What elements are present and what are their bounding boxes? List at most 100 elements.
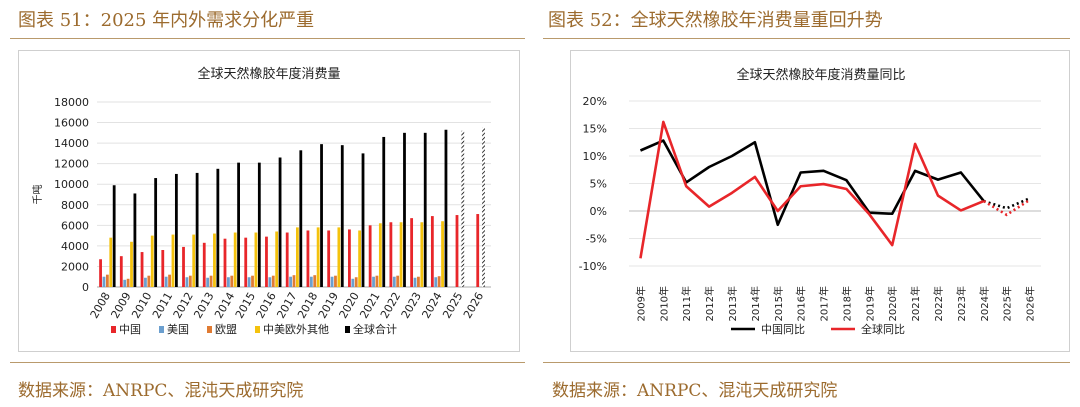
bar-中美欧外其他 xyxy=(192,234,196,287)
chart-title: 全球天然橡胶年度消费量 xyxy=(197,66,340,82)
y-tick-label: 10000 xyxy=(54,178,89,191)
y-tick-label: 4000 xyxy=(61,240,89,253)
x-tick-label: 2019 xyxy=(316,290,341,321)
bar-欧盟 xyxy=(251,275,254,287)
y-tick-label: 16000 xyxy=(54,117,89,130)
bar-欧盟 xyxy=(271,275,275,287)
x-tick-label: 2016 xyxy=(254,290,279,321)
bar-全球合计 xyxy=(320,144,323,287)
bar-中美欧外其他 xyxy=(399,222,403,287)
bar-中国 xyxy=(306,230,310,287)
bar-全球合计 xyxy=(112,185,116,287)
bar-中美欧外其他 xyxy=(171,234,175,287)
legend-swatch-欧盟 xyxy=(207,326,212,333)
x-tick-label: 2012年 xyxy=(703,286,716,321)
legend-label: 全球同比 xyxy=(861,322,905,336)
left-source: 数据来源：ANRPC、混沌天成研究院 xyxy=(18,381,304,401)
bar-中国 xyxy=(430,216,434,287)
x-tick-label: 2012 xyxy=(171,290,196,321)
x-tick-label: 2026年 xyxy=(1024,286,1037,321)
y-axis-label: 千吨 xyxy=(31,185,44,205)
bar-全球合计 xyxy=(133,193,137,287)
bar-中国 xyxy=(119,256,123,287)
y-tick-label: 20% xyxy=(583,95,607,108)
x-tick-label: 2026 xyxy=(461,290,486,321)
legend-label: 中美欧外其他 xyxy=(263,323,329,336)
bar-欧盟 xyxy=(188,275,192,287)
chart-title: 全球天然橡胶年度消费量同比 xyxy=(736,67,905,83)
yoy-line-chart: 全球天然橡胶年度消费量同比 -10% -5% 0% 5% 10% 15% 20% 2009年 20… xyxy=(579,67,1041,336)
bar-美国 xyxy=(309,276,313,287)
bar-中美欧外其他 xyxy=(378,223,382,287)
bar-欧盟 xyxy=(354,277,358,287)
x-tick-label: 2021 xyxy=(357,290,382,321)
bar-欧盟 xyxy=(417,276,420,287)
right-source: 数据来源：ANRPC、混沌天成研究院 xyxy=(552,381,838,401)
bar-中美欧外其他 xyxy=(233,232,237,287)
x-tick-label: 2024 xyxy=(419,290,444,321)
bar-美国 xyxy=(330,276,334,287)
y-tick-label: -5% xyxy=(586,233,607,246)
bar-美国 xyxy=(102,276,106,287)
y-tick-label: 6000 xyxy=(61,219,89,232)
bar-美国 xyxy=(392,276,396,287)
x-tick-label: 2017 xyxy=(274,290,299,321)
bar-中国 xyxy=(265,236,268,287)
y-tick-label: 12000 xyxy=(54,158,89,171)
x-tick-label: 2018 xyxy=(295,290,320,321)
x-tick-label: 2015年 xyxy=(772,286,785,321)
x-tick-label: 2016年 xyxy=(795,286,808,321)
bar-欧盟 xyxy=(147,275,151,287)
bar-中美欧外其他 xyxy=(213,233,216,287)
bar-美国 xyxy=(247,277,251,287)
bar-中国 xyxy=(410,218,414,287)
legend-label: 欧盟 xyxy=(215,323,237,336)
bar-全球合计 xyxy=(382,136,386,287)
x-tick-label: 2020年 xyxy=(886,286,899,321)
x-tick-label: 2014 xyxy=(212,290,237,321)
bar-中美欧外其他 xyxy=(254,232,258,287)
x-tick-label: 2017年 xyxy=(818,286,831,321)
legend-label: 中国同比 xyxy=(761,323,805,336)
bar-欧盟 xyxy=(437,276,441,287)
y-tick-label: 15% xyxy=(583,123,607,136)
x-tick-label: 2011 xyxy=(150,290,175,321)
right-chart-panel: 全球天然橡胶年度消费量同比 -10% -5% 0% 5% 10% 15% 20% 2009年 20… xyxy=(570,50,1070,352)
bar-美国 xyxy=(372,276,375,287)
bar-中美欧外其他 xyxy=(150,235,154,287)
legend-label: 中国 xyxy=(119,323,141,336)
bar-全球合计 xyxy=(299,150,303,287)
bar-中国 xyxy=(348,229,351,287)
legend-label: 全球合计 xyxy=(353,322,397,336)
bar-全球合计 xyxy=(423,132,427,287)
bar-中国 xyxy=(140,252,144,287)
right-figure-title: 图表 52：全球天然橡胶年消费量重回升势 xyxy=(548,10,883,31)
bar-中美欧外其他 xyxy=(337,227,341,287)
bar-美国 xyxy=(268,277,272,287)
x-tick-label: 2019年 xyxy=(863,286,876,321)
bar-中国 xyxy=(368,225,372,287)
bar-美国 xyxy=(351,278,355,287)
bar-中美欧外其他 xyxy=(441,221,444,287)
x-tick-label: 2020 xyxy=(337,290,362,321)
bar-全球合计 xyxy=(278,157,282,287)
bar-欧盟 xyxy=(334,275,337,287)
y-tick-label: 0% xyxy=(590,205,607,218)
bar-美国 xyxy=(289,276,292,287)
x-tick-label: 2013 xyxy=(191,290,216,321)
bar-美国 xyxy=(226,277,230,287)
left-figure-title: 图表 51：2025 年内外需求分化严重 xyxy=(18,10,315,31)
bar-中国 xyxy=(244,237,248,287)
y-tick-label: 8000 xyxy=(61,199,89,212)
legend-swatch-中美欧外其他 xyxy=(255,326,260,333)
bar-美国 xyxy=(123,279,127,287)
bar-全球合计 xyxy=(174,173,178,287)
series-line-中国同比 xyxy=(639,139,985,227)
bar-中美欧外其他 xyxy=(296,227,299,287)
x-tick-label: 2023年 xyxy=(955,286,968,321)
bar-全球合计 xyxy=(216,168,220,287)
bar-欧盟 xyxy=(292,275,296,287)
bar-中国 xyxy=(161,250,165,287)
legend-swatch-美国 xyxy=(159,326,164,333)
bar-美国 xyxy=(164,276,168,287)
